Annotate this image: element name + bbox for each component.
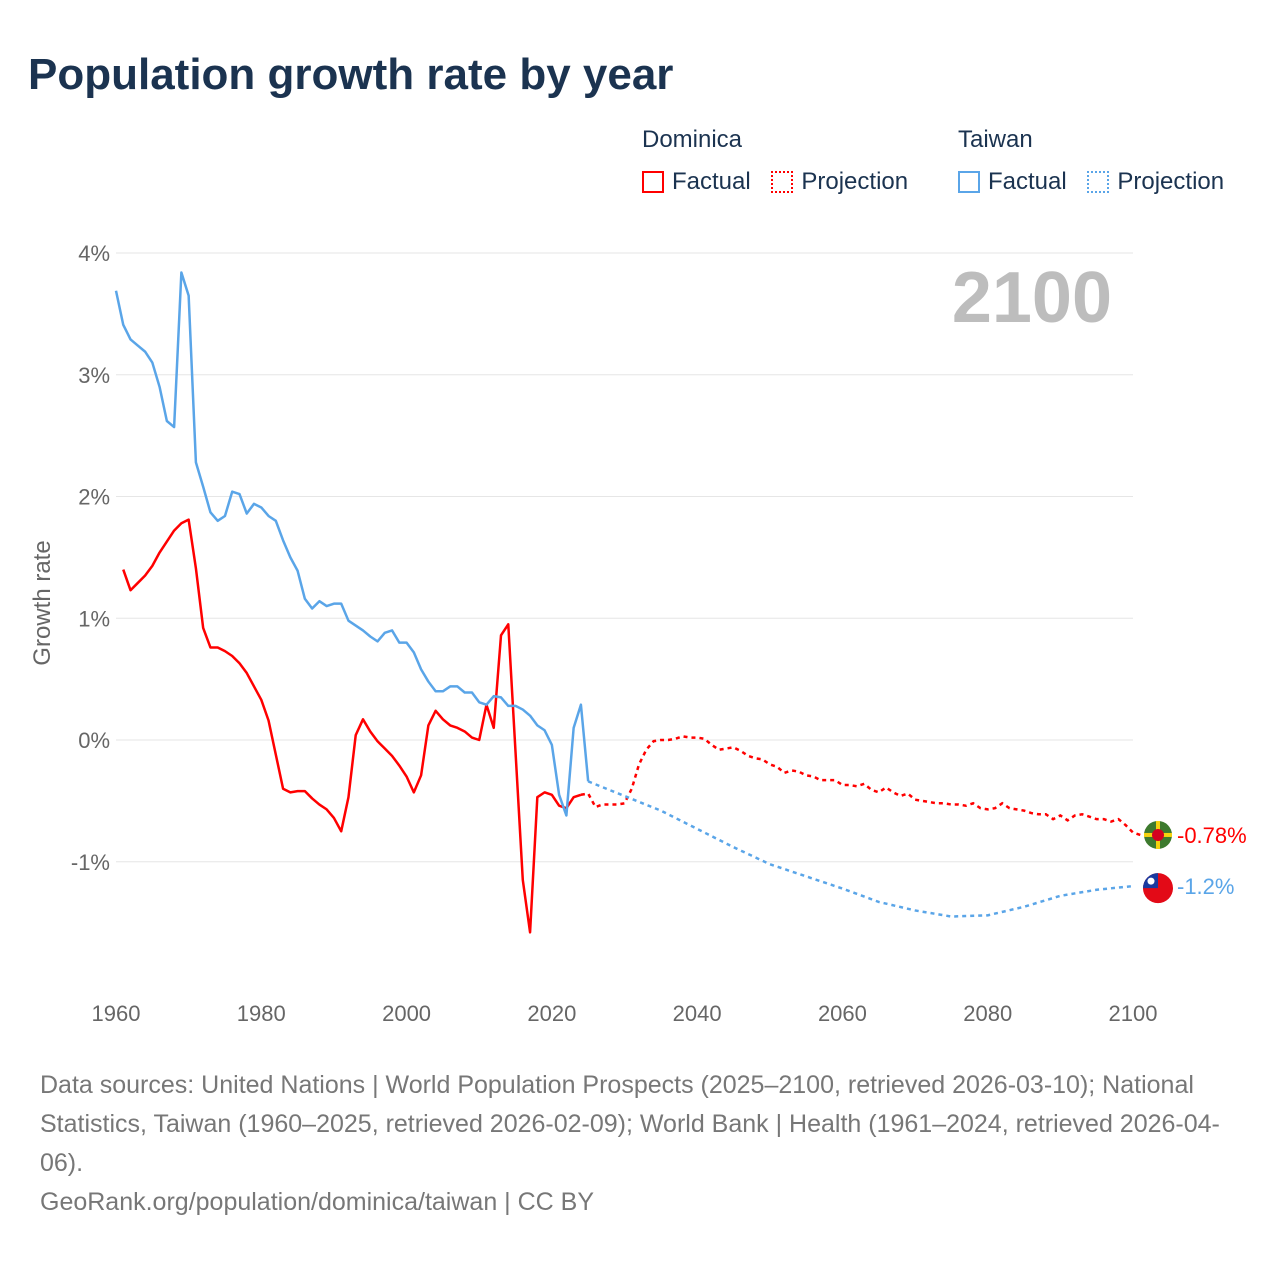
y-tick-label: 4% bbox=[78, 241, 110, 266]
legend-label: Factual bbox=[988, 168, 1067, 195]
x-tick-label: 2040 bbox=[673, 1001, 722, 1026]
year-watermark: 2100 bbox=[952, 258, 1112, 338]
flag-disc bbox=[1152, 828, 1164, 841]
legend-taiwan-projection[interactable]: Projection bbox=[1087, 168, 1224, 196]
legend-country-label: Taiwan bbox=[958, 126, 1033, 153]
x-tick-label: 2020 bbox=[527, 1001, 576, 1026]
x-tick-label: 2060 bbox=[818, 1001, 867, 1026]
dotted-swatch-icon bbox=[1087, 171, 1110, 193]
dominica-end-label: -0.78% bbox=[1177, 823, 1247, 848]
x-tick-label: 2000 bbox=[382, 1001, 431, 1026]
line-chart: 4% 3% 2% 1% 0% -1% 1960 1980 2000 2020 2040 2060 208… bbox=[29, 241, 1247, 1026]
x-tick-label: 1980 bbox=[237, 1001, 286, 1026]
x-tick-label: 1960 bbox=[92, 1001, 141, 1026]
page-title: Population growth rate by year bbox=[28, 50, 674, 99]
data-sources: Data sources: United Nations | World Pop… bbox=[40, 1071, 1220, 1177]
taiwan-projection-line bbox=[587, 780, 1134, 918]
legend-label: Projection bbox=[1117, 168, 1225, 195]
footer: Data sources: United Nations | World Pop… bbox=[40, 1066, 1250, 1222]
legend-taiwan-factual[interactable]: Factual bbox=[958, 168, 1067, 196]
y-tick-label: -1% bbox=[71, 850, 110, 875]
legend-taiwan: Taiwan Factual Projection bbox=[958, 126, 1238, 200]
legend-dominica-projection[interactable]: Projection bbox=[771, 168, 908, 196]
dominica-projection-line bbox=[580, 735, 1141, 837]
taiwan-end-label: -1.2% bbox=[1177, 874, 1234, 899]
legend-country-label: Dominica bbox=[642, 126, 743, 153]
y-tick-label: 2% bbox=[78, 485, 110, 510]
solid-swatch-icon bbox=[642, 171, 664, 193]
dotted-swatch-icon bbox=[771, 171, 794, 193]
dominica-flag-icon bbox=[1144, 820, 1172, 849]
x-tick-label: 2080 bbox=[963, 1001, 1012, 1026]
y-axis-label: Growth rate bbox=[29, 540, 56, 665]
legend-label: Factual bbox=[672, 168, 751, 195]
solid-swatch-icon bbox=[958, 171, 980, 193]
y-tick-label: 1% bbox=[78, 606, 110, 631]
x-tick-label: 2100 bbox=[1109, 1001, 1158, 1026]
credit-link[interactable]: GeoRank.org/population/dominica/taiwan |… bbox=[40, 1188, 595, 1216]
dominica-factual-line bbox=[122, 518, 582, 934]
taiwan-flag-icon bbox=[1143, 873, 1173, 904]
y-tick-label: 3% bbox=[78, 363, 110, 388]
y-tick-label: 0% bbox=[78, 728, 110, 753]
legend-dominica-factual[interactable]: Factual bbox=[642, 168, 751, 196]
legend-dominica: Dominica Factual Projection bbox=[642, 126, 922, 200]
flag-sun bbox=[1147, 877, 1155, 885]
taiwan-factual-line bbox=[114, 271, 590, 817]
legend-label: Projection bbox=[801, 168, 909, 195]
